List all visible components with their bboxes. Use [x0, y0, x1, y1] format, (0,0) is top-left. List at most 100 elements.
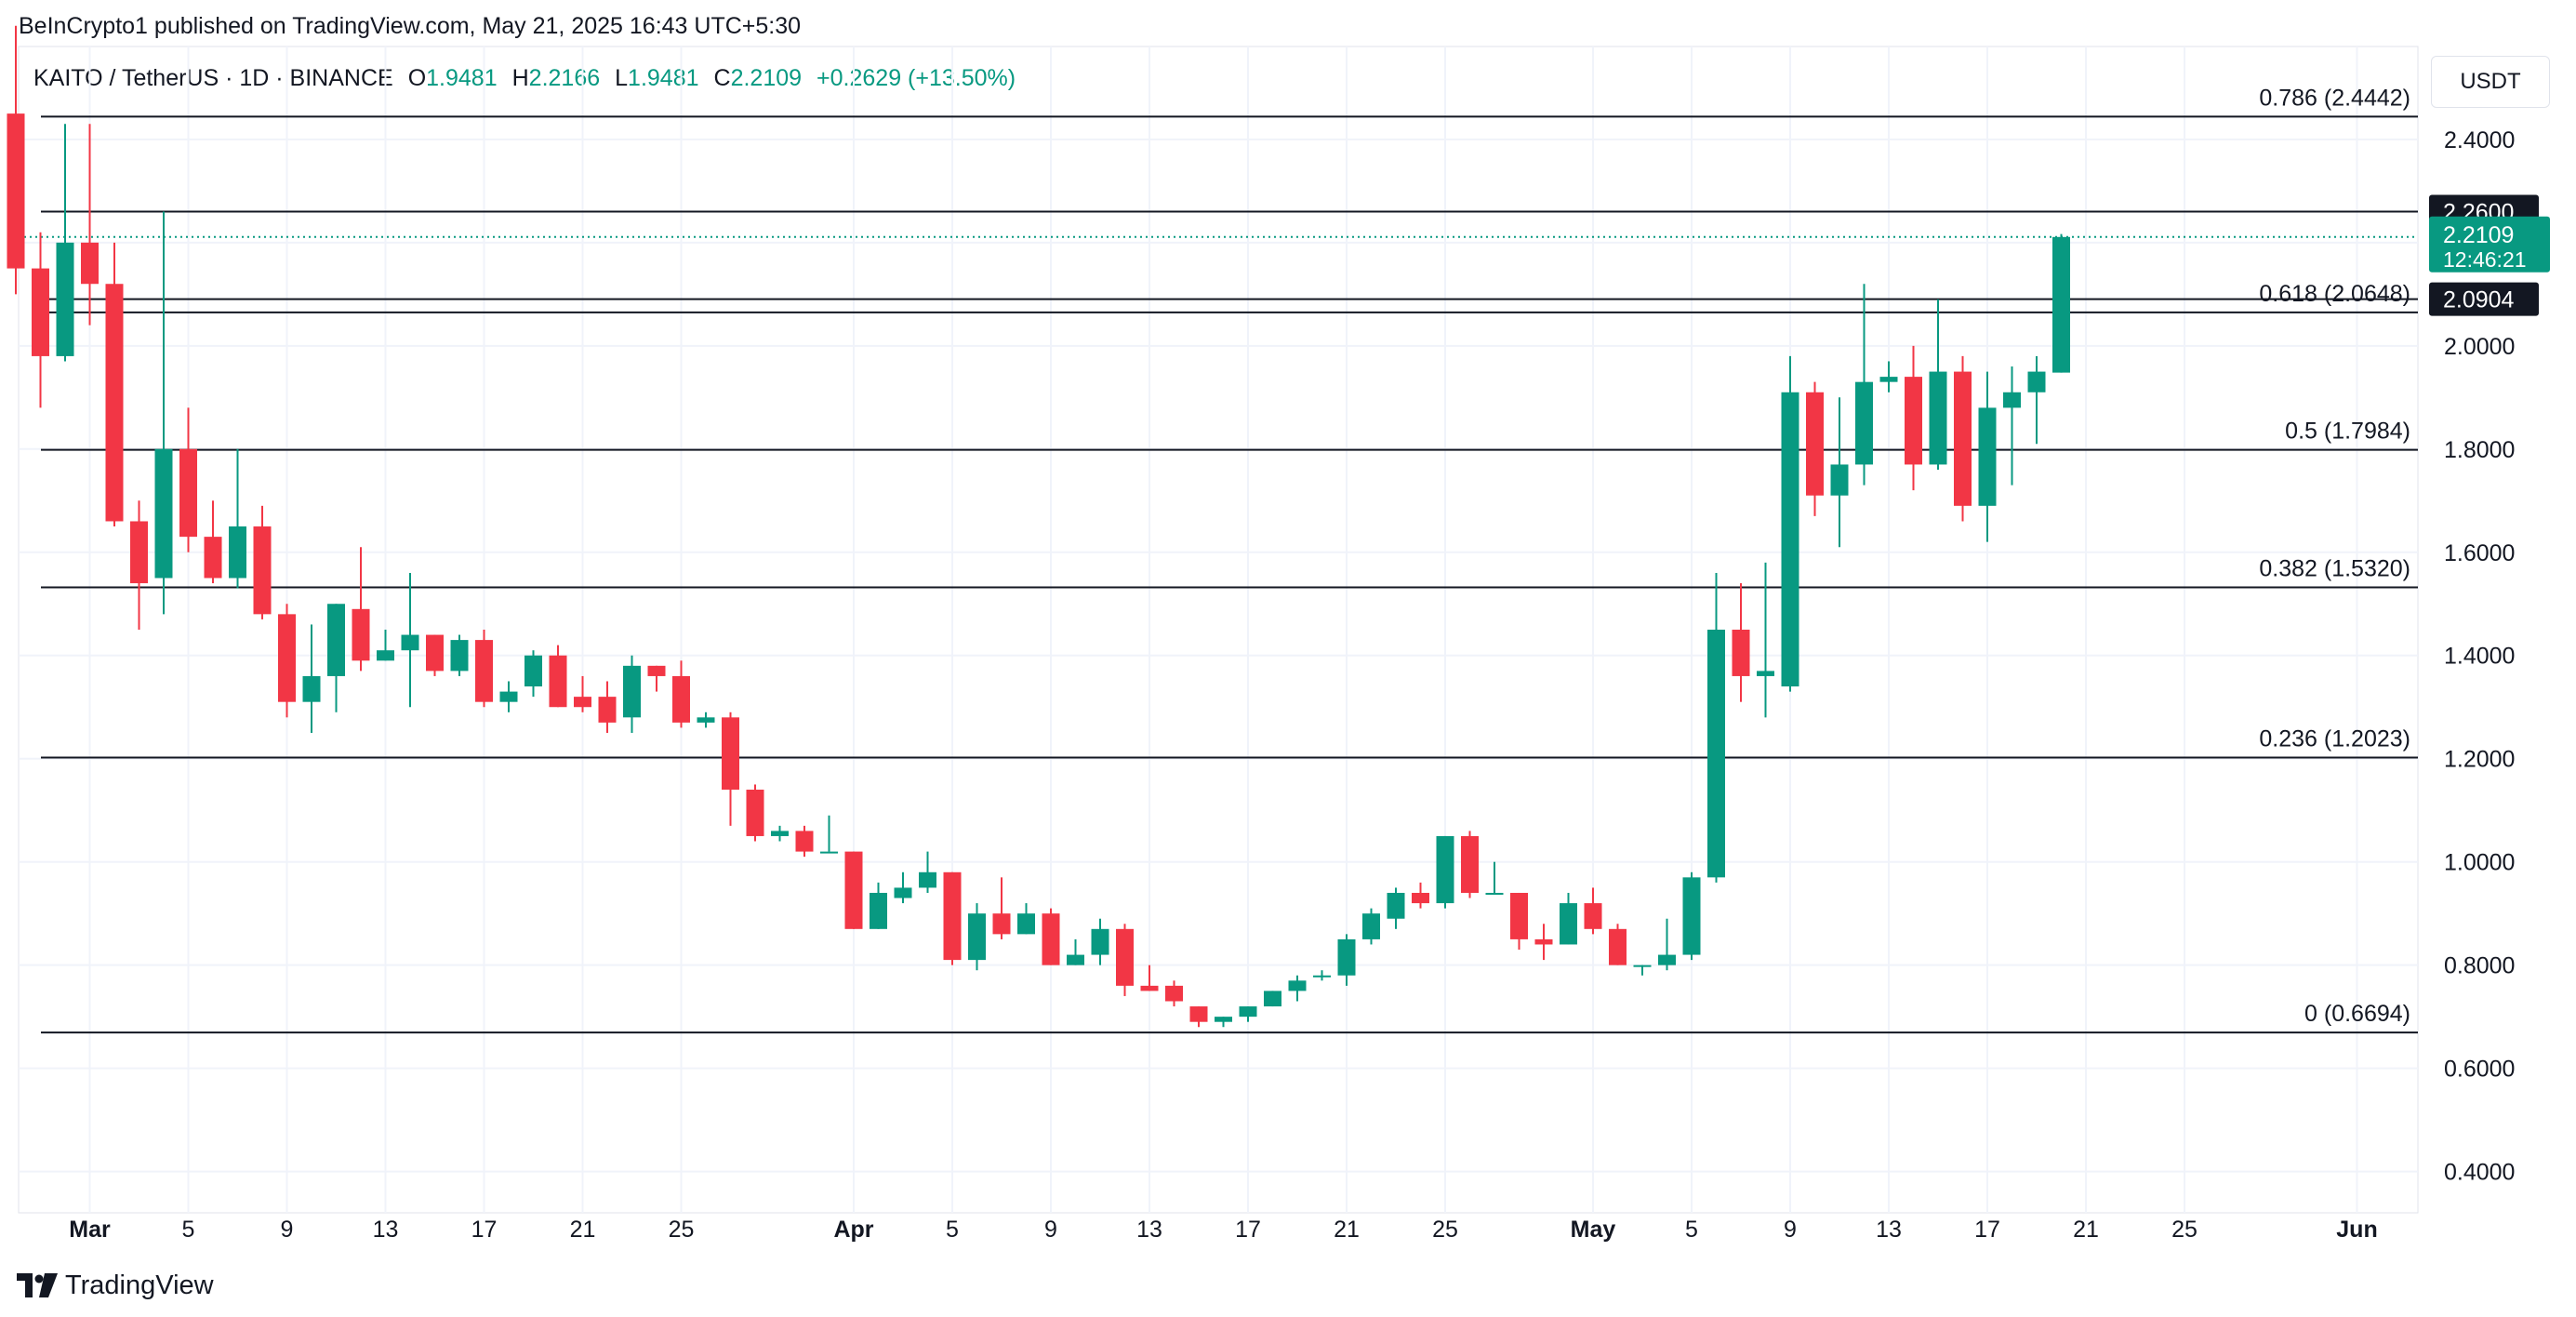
- candle-body: [229, 526, 246, 579]
- candle: [352, 547, 370, 672]
- candle: [647, 665, 666, 692]
- candle: [943, 871, 962, 965]
- candle: [1954, 355, 1972, 522]
- candle-body: [179, 448, 197, 538]
- candle: [1140, 964, 1159, 991]
- candle-body: [253, 526, 272, 615]
- x-tick-label: 13: [1876, 1217, 1902, 1243]
- x-tick-label: Apr: [833, 1217, 873, 1243]
- candle-body: [1732, 630, 1750, 676]
- candle: [1781, 355, 1799, 692]
- candle-body: [1362, 913, 1380, 939]
- candle: [130, 500, 148, 630]
- candle: [992, 877, 1011, 939]
- y-tick-label: 0.8000: [2444, 953, 2515, 979]
- y-tick-label: 2.4000: [2444, 127, 2515, 153]
- candle-body: [771, 831, 789, 836]
- x-tick-label: 5: [946, 1217, 959, 1243]
- fib-level-label: 0 (0.6694): [2304, 1001, 2410, 1027]
- candle-body: [130, 521, 148, 584]
- open-value: 1.9481: [426, 65, 498, 91]
- open-label: O: [407, 65, 427, 91]
- candle: [154, 211, 173, 615]
- candle: [1436, 835, 1454, 909]
- candle-body: [377, 650, 394, 661]
- candle: [1658, 918, 1676, 971]
- x-tick-label: 9: [1044, 1217, 1057, 1243]
- candle: [1534, 924, 1553, 961]
- candle: [1609, 924, 1627, 965]
- candle-body: [81, 242, 99, 285]
- x-tick-label: 25: [1432, 1217, 1458, 1243]
- candle: [1757, 562, 1774, 718]
- candle: [894, 871, 912, 904]
- candle: [1067, 938, 1084, 965]
- candle-body: [697, 717, 715, 723]
- candle: [327, 604, 345, 712]
- candle: [598, 681, 617, 733]
- candle-body: [32, 268, 49, 356]
- candle: [475, 630, 493, 708]
- candle-body: [1337, 938, 1356, 976]
- candle: [204, 500, 222, 584]
- change-value: +0.2629 (+13.50%): [817, 65, 1016, 91]
- last-price-badge: [2429, 216, 2550, 273]
- candle-body: [105, 284, 124, 522]
- candle: [1707, 572, 1725, 883]
- candle: [844, 851, 863, 929]
- candle: [426, 634, 444, 676]
- x-tick-label: 17: [471, 1217, 498, 1243]
- candle-body: [1239, 1006, 1257, 1018]
- candle: [771, 825, 789, 842]
- y-tick-label: 0.4000: [2444, 1160, 2515, 1186]
- candle: [1412, 882, 1429, 909]
- candle-body: [278, 614, 296, 702]
- candle-body: [1510, 892, 1528, 939]
- candle-body: [1855, 381, 1873, 465]
- candle-body: [1116, 928, 1134, 986]
- x-tick-label: Mar: [69, 1217, 111, 1243]
- candle-body: [1140, 985, 1159, 991]
- candle-body: [894, 887, 912, 898]
- candle: [968, 903, 986, 971]
- candle: [1017, 903, 1035, 935]
- candle-body: [623, 665, 641, 718]
- candle: [1633, 964, 1652, 976]
- tradingview-brand[interactable]: TradingView: [17, 1269, 214, 1302]
- candle: [7, 25, 25, 295]
- candlestick-chart[interactable]: 0.4000 0.6000 0.8000 1.0000 1.2000 1.4000 1.60…: [0, 0, 2576, 1265]
- candle-body: [1879, 377, 1898, 382]
- candle: [1337, 934, 1356, 986]
- candle: [1288, 975, 1307, 1002]
- candle-body: [1215, 1017, 1232, 1022]
- candle-body: [450, 640, 469, 672]
- candle-body: [1757, 671, 1774, 676]
- candle-body: [1017, 913, 1035, 935]
- fib-level-label: 0.236 (1.2023): [2259, 725, 2410, 752]
- candle: [919, 851, 936, 893]
- candle-body: [870, 892, 887, 929]
- candle-body: [722, 717, 739, 791]
- candle-body: [919, 871, 936, 888]
- level-price-badge-text: 2.0904: [2443, 287, 2515, 313]
- candle-body: [746, 790, 764, 836]
- x-tick-label: Jun: [2336, 1217, 2377, 1243]
- candle-body: [499, 691, 518, 702]
- high-label: H: [511, 65, 529, 91]
- candle: [1215, 1017, 1232, 1028]
- candle-body: [1288, 980, 1307, 991]
- y-tick-label: 1.8000: [2444, 437, 2515, 463]
- x-tick-label: 17: [1235, 1217, 1261, 1243]
- candle: [697, 712, 715, 728]
- currency-button[interactable]: USDT: [2431, 56, 2550, 108]
- x-tick-label: 5: [1685, 1217, 1698, 1243]
- tradingview-logo-icon: [17, 1273, 58, 1297]
- fib-level-label: 0.382 (1.5320): [2259, 556, 2410, 582]
- close-label: C: [713, 65, 731, 91]
- candle-body: [1534, 938, 1553, 945]
- candle-body: [154, 448, 173, 579]
- x-tick-label: 13: [373, 1217, 399, 1243]
- candle: [1239, 1006, 1257, 1022]
- candle: [401, 572, 419, 708]
- candle: [1485, 861, 1504, 895]
